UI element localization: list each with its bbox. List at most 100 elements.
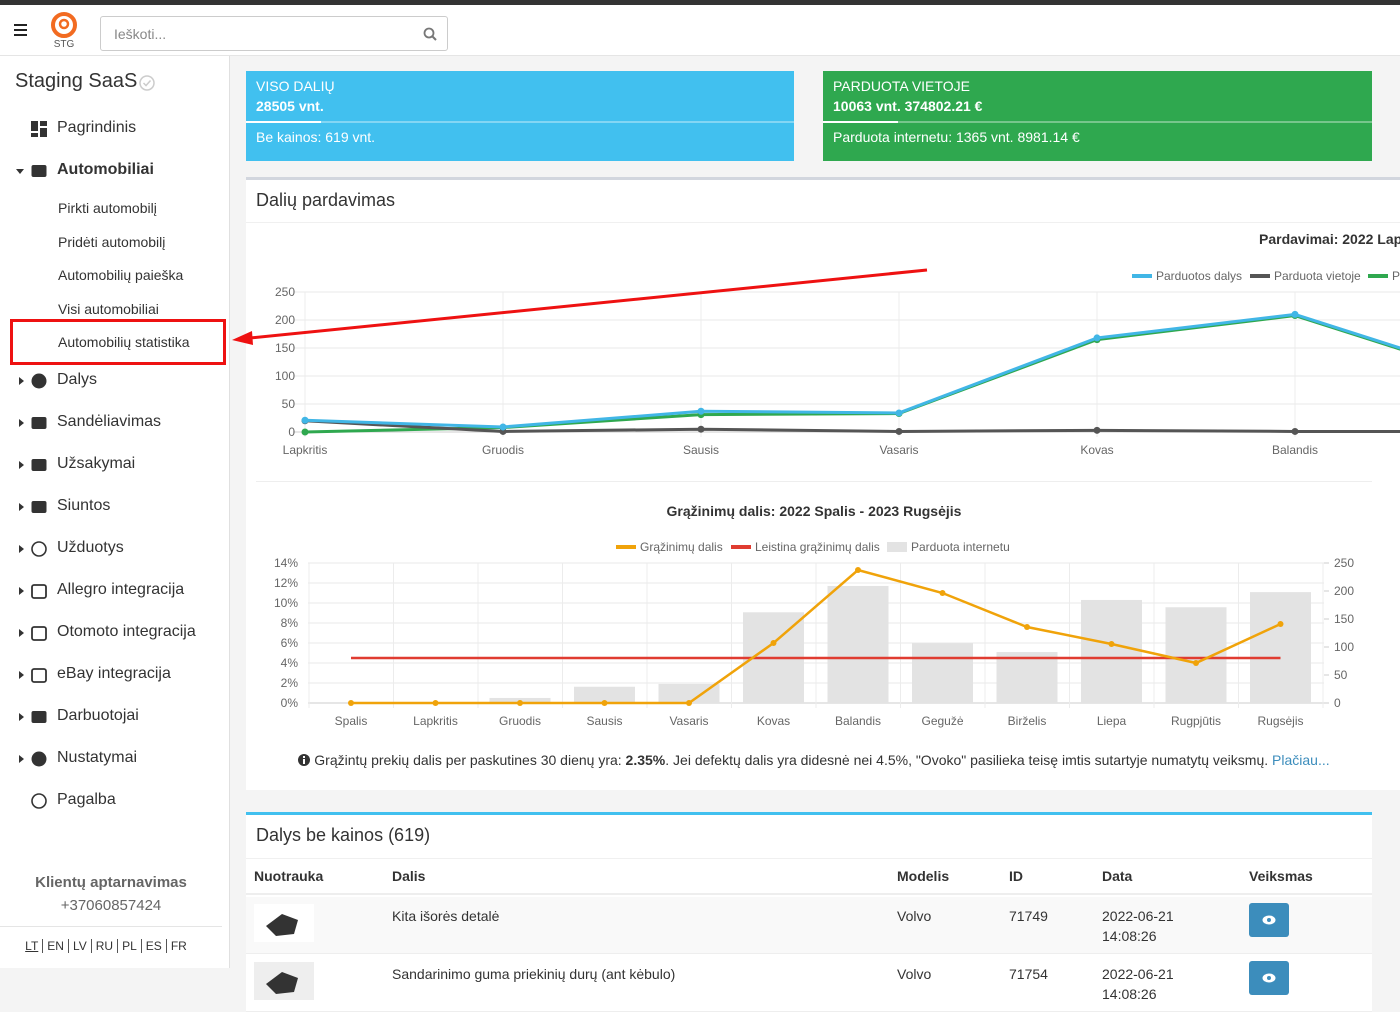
y2-tick-label: 50 <box>1334 668 1348 682</box>
thumbnail-shape <box>266 914 298 936</box>
support-phone: +37060857424 <box>60 897 162 914</box>
menu-icon <box>31 121 47 137</box>
info-icon <box>298 754 311 766</box>
menu-icon <box>31 417 47 429</box>
divider <box>246 893 1372 895</box>
menu-item[interactable]: Užduotys <box>57 539 124 556</box>
chart-title: Grąžinimų dalis: 2022 Spalis - 2023 Rugs… <box>667 503 962 519</box>
submenu-item[interactable]: Pirkti automobilį <box>58 200 157 216</box>
menu-item[interactable]: Užsakymai <box>57 455 136 472</box>
menu-icon <box>31 711 47 723</box>
menu-icon <box>31 751 47 767</box>
caret <box>16 169 24 174</box>
language-link[interactable]: LT <box>25 939 39 953</box>
table-cell: Kita išorės detalė <box>392 908 500 924</box>
language-link[interactable]: ES <box>140 939 166 953</box>
sidebar: Staging SaaS Pagrindinis Automobiliai Pirk… <box>0 56 230 968</box>
table-panel: Dalys be kainos (619) Nuotrauka Dalis Mode… <box>246 812 1372 1012</box>
y-tick-label: 150 <box>275 341 295 355</box>
search-icon[interactable] <box>423 27 437 41</box>
menu-item[interactable]: Allegro integracija <box>57 581 185 598</box>
menu-item[interactable]: Pagrindinis <box>57 119 137 136</box>
card-title: VISO DALIŲ <box>256 78 335 94</box>
x-tick-label: Lapkritis <box>413 714 458 728</box>
menu-item[interactable]: Nustatymai <box>57 749 138 766</box>
y-tick-label: 12% <box>274 576 298 590</box>
caret <box>19 671 24 679</box>
returns-chart: Grąžinimų dalis: 2022 Spalis - 2023 Rugs… <box>274 503 1354 728</box>
view-button[interactable] <box>1249 961 1289 995</box>
y2-tick-label: 0 <box>1334 696 1341 710</box>
data-point <box>1093 426 1101 434</box>
caret <box>19 629 24 637</box>
menu-icon <box>31 541 47 557</box>
search-box[interactable]: Ieškoti... <box>100 16 448 51</box>
legend-swatch <box>1368 274 1388 278</box>
menu-icon <box>31 373 47 389</box>
x-tick-label: Spalis <box>335 714 368 728</box>
x-tick-label: Balandis <box>1272 443 1318 457</box>
menu-item[interactable]: Siuntos <box>57 497 111 514</box>
table-cell: Sandarinimo guma priekinių durų (ant kėb… <box>392 966 676 982</box>
submenu-item[interactable]: Pridėti automobilį <box>58 234 166 250</box>
caret <box>19 503 24 511</box>
language-link[interactable]: EN <box>42 939 68 953</box>
series-line <box>304 313 1400 434</box>
eye-pupil <box>1267 976 1271 980</box>
view-button[interactable] <box>1249 903 1289 937</box>
x-tick-label: Kovas <box>757 714 790 728</box>
icon-shape <box>31 417 47 429</box>
menu-toggle[interactable] <box>14 24 27 36</box>
submenu-item[interactable]: Automobilių statistika <box>58 334 190 350</box>
language-link[interactable]: FR <box>165 939 191 953</box>
menu-item[interactable]: Automobiliai <box>57 161 154 178</box>
legend-label: Leistina grąžinimų dalis <box>755 540 880 554</box>
language-link[interactable]: RU <box>90 939 118 953</box>
icon-shape <box>31 459 47 471</box>
data-point <box>1093 334 1101 342</box>
icon-shape <box>31 668 47 683</box>
stat-card: VISO DALIŲ 28505 vnt. Be kainos: 619 vnt. <box>246 71 794 161</box>
table-row <box>246 897 1372 954</box>
column-header: Nuotrauka <box>254 868 324 884</box>
progress <box>823 121 898 123</box>
menu-icon <box>31 626 47 641</box>
y-tick-label: 8% <box>281 616 299 630</box>
menu-item[interactable]: eBay integracija <box>57 665 171 682</box>
submenu-item[interactable]: Automobilių paieška <box>58 267 184 283</box>
menu-item[interactable]: Dalys <box>57 371 98 388</box>
menu-item[interactable]: Pagalba <box>57 791 116 808</box>
card-title: PARDUOTA VIETOJE <box>833 78 970 94</box>
menu-icon <box>31 793 47 809</box>
note-link[interactable]: Plačiau... <box>1272 752 1330 768</box>
eye-pupil <box>1267 918 1271 922</box>
legend-swatch <box>616 545 636 549</box>
data-point <box>432 700 439 706</box>
bar <box>996 652 1058 703</box>
icon-shape <box>31 501 47 513</box>
legend-swatch <box>731 545 751 549</box>
menu-item[interactable]: Otomoto integracija <box>57 623 196 640</box>
logo-text: STG <box>54 39 75 50</box>
thumbnail <box>254 904 314 942</box>
note-rate: 2.35% <box>625 752 666 768</box>
series-line <box>304 312 1400 429</box>
x-tick-label: Vasaris <box>879 443 918 457</box>
eye-icon <box>1262 915 1276 925</box>
y-tick-label: 0 <box>288 425 295 439</box>
language-link[interactable]: PL <box>117 939 141 953</box>
language-link[interactable]: LV <box>67 939 91 953</box>
icon-shape <box>31 711 47 723</box>
column-header: Modelis <box>897 868 950 884</box>
menu-item[interactable]: Darbuotojai <box>57 707 139 724</box>
icon-shape <box>31 541 47 557</box>
bar <box>574 686 635 703</box>
submenu-item[interactable]: Visi automobiliai <box>58 301 159 317</box>
y2-tick-label: 250 <box>1334 556 1354 570</box>
logo[interactable]: STG <box>48 11 80 51</box>
x-tick-label: Birželis <box>1008 714 1047 728</box>
y2-tick-label: 150 <box>1334 612 1354 626</box>
icon-shape <box>31 626 47 641</box>
menu-item[interactable]: Sandėliavimas <box>57 413 162 430</box>
y-tick-label: 250 <box>275 285 295 299</box>
